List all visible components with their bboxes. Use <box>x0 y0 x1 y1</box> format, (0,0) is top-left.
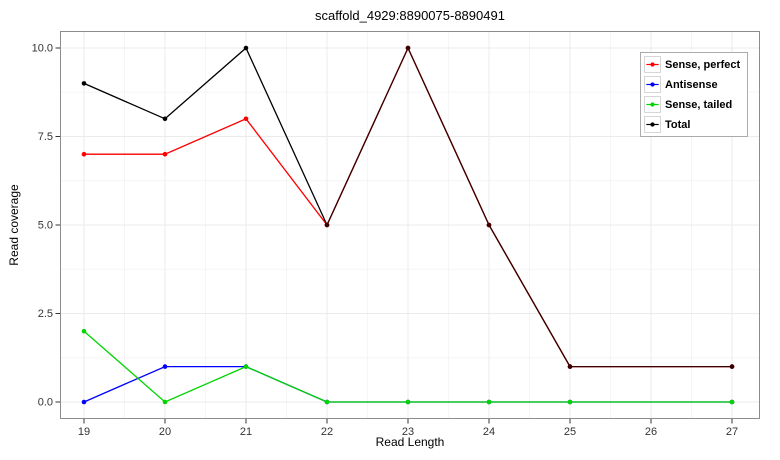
x-tick-label: 23 <box>402 426 414 438</box>
y-tick-label: 2.5 <box>38 308 53 320</box>
plot-title: scaffold_4929:8890075-8890491 <box>315 8 505 23</box>
legend-label: Total <box>665 118 691 131</box>
x-axis-label: Read Length <box>375 435 445 449</box>
x-tick-label: 26 <box>645 426 657 438</box>
legend-key-line-point-icon <box>644 56 661 73</box>
series-sense-perfect <box>81 45 735 369</box>
x-tick-label: 19 <box>78 426 90 438</box>
legend-item-sense-perfect: Sense, perfect <box>644 56 740 73</box>
x-tick-label: 24 <box>483 426 495 438</box>
legend-key-line-point-icon <box>644 96 661 113</box>
y-tick-label: 10.0 <box>32 43 53 55</box>
y-tick-label: 0.0 <box>38 397 53 409</box>
legend-key-line-point-icon <box>644 76 661 93</box>
legend-item-sense-tailed: Sense, tailed <box>644 96 740 113</box>
x-tick-label: 22 <box>321 426 333 438</box>
x-tick-label: 25 <box>564 426 576 438</box>
legend-item-antisense: Antisense <box>644 76 740 93</box>
x-tick-label: 27 <box>726 426 738 438</box>
y-tick-label: 5.0 <box>38 220 53 232</box>
x-tick-label: 21 <box>240 426 252 438</box>
series-sense-tailed <box>81 328 735 405</box>
legend-label: Antisense <box>665 78 718 91</box>
legend-item-total: Total <box>644 116 740 133</box>
series-total <box>81 45 735 369</box>
axis-tick-labels: 19 20 21 22 23 24 25 26 27 0.0 2.5 5.0 7.5 10.0 <box>32 43 739 439</box>
legend-label: Sense, tailed <box>665 98 733 111</box>
legend: Sense, perfect Antisense Sense, tailed T… <box>640 52 749 137</box>
axis-ticks <box>55 47 733 424</box>
y-tick-label: 7.5 <box>38 131 53 143</box>
x-tick-label: 20 <box>159 426 171 438</box>
legend-key-line-point-icon <box>644 116 661 133</box>
legend-label: Sense, perfect <box>665 58 741 71</box>
panel-border <box>60 31 760 419</box>
